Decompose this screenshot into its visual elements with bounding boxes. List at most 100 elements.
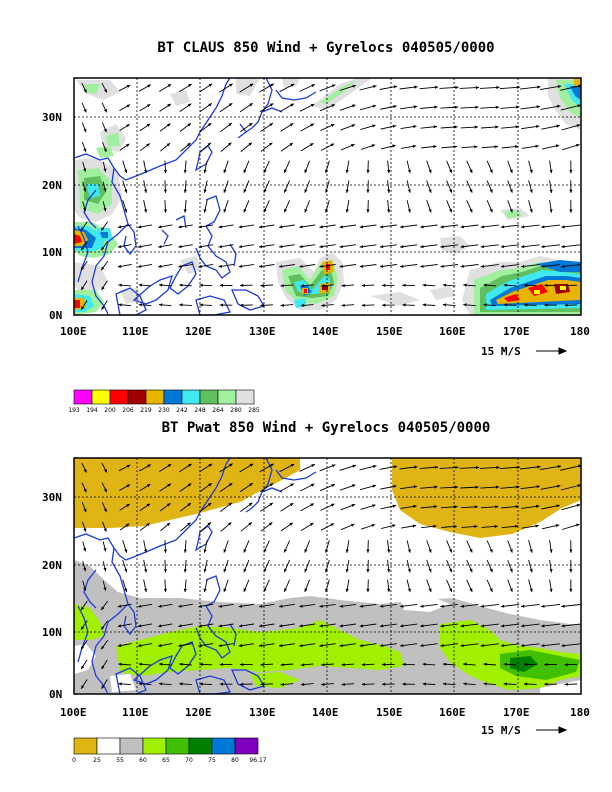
- wind-vector-head: [321, 663, 325, 667]
- wind-vector-head: [81, 246, 85, 251]
- wind-vector-head: [535, 144, 539, 148]
- wind-vector-head: [516, 465, 521, 469]
- wind-vector-head: [279, 643, 283, 648]
- wind-vector-head: [524, 662, 528, 666]
- wind-vector-head: [103, 548, 107, 552]
- wind-vector-head: [434, 85, 439, 89]
- wind-vector-head: [284, 189, 287, 193]
- wind-vector-head: [463, 682, 467, 686]
- wind-vector-head: [304, 189, 308, 193]
- wind-vector-head: [529, 568, 533, 573]
- wind-vector-head: [521, 245, 525, 249]
- wind-vector-head: [103, 128, 107, 133]
- wind-vector-head: [449, 568, 452, 573]
- wind-vector-head: [351, 523, 355, 527]
- wind-vector: [479, 86, 500, 89]
- wind-vector-head: [387, 549, 391, 553]
- panel1-ylabel-10n: 10N: [42, 246, 62, 259]
- colorbar-swatch: [91, 389, 111, 405]
- panel2-ylabel-20n: 20N: [42, 559, 62, 572]
- wind-vector-head: [223, 189, 227, 193]
- wind-vector-head: [561, 225, 565, 229]
- wind-vector-head: [373, 464, 377, 468]
- wind-vector-head: [402, 303, 406, 307]
- wind-vector-head: [460, 624, 464, 628]
- panel2-xlabel-170e: 170E: [503, 706, 530, 719]
- wind-vector-head: [537, 85, 541, 89]
- wind-vector-head: [280, 663, 284, 667]
- wind-vector-head: [240, 663, 244, 667]
- colorbar-label: 96.17: [249, 757, 266, 764]
- colorbar-swatch: [73, 737, 98, 755]
- wind-vector-head: [248, 142, 252, 146]
- wind-vector-head: [393, 105, 397, 109]
- wind-vector-head: [569, 209, 573, 213]
- panel1-colorbar: 193 194 200 206 219 230 242 248 264 280 285: [68, 389, 260, 414]
- wind-vector-head: [124, 588, 128, 592]
- wind-vector-head: [330, 503, 335, 507]
- wind-vector-head: [495, 505, 499, 509]
- colorbar-label: 65: [162, 757, 170, 764]
- wind-vector-head: [248, 502, 253, 506]
- wind-vector-head: [178, 245, 182, 249]
- wind-vector-head: [561, 604, 565, 608]
- wind-vector-head: [500, 643, 505, 648]
- wind-vector-head: [263, 588, 267, 592]
- panel1-ref-vector-arrow: [536, 347, 568, 355]
- wind-vector-head: [199, 283, 203, 287]
- wind-vector-head: [179, 682, 183, 686]
- wind-vector-head: [529, 169, 533, 174]
- colorbar-swatch: [109, 389, 129, 405]
- wind-vector-head: [428, 169, 432, 173]
- wind-vector-head: [243, 588, 247, 592]
- wind-vector-head: [442, 283, 447, 287]
- wind-vector-head: [469, 169, 473, 173]
- wind-vector-head: [238, 264, 243, 268]
- wind-vector-head: [238, 245, 243, 249]
- colorbar-label: 55: [116, 757, 124, 764]
- wind-vector-head: [529, 549, 533, 553]
- wind-vector-head: [455, 85, 459, 90]
- wind-vector-head: [101, 266, 105, 271]
- wind-vector-head: [379, 264, 384, 268]
- wind-vector-head: [319, 604, 323, 608]
- wind-vector-head: [422, 303, 426, 307]
- panel1-coastline: [73, 77, 317, 316]
- wind-vector-head: [469, 208, 473, 213]
- wind-vector-head: [138, 643, 142, 648]
- wind-vector-head: [440, 225, 444, 229]
- wind-vector-head: [260, 663, 264, 667]
- colorbar-label: 25: [93, 757, 101, 764]
- wind-vector-head: [489, 189, 493, 193]
- wind-vector-head: [536, 485, 540, 489]
- wind-vector-head: [509, 568, 513, 573]
- wind-vector-head: [198, 245, 202, 249]
- wind-vector-head: [442, 662, 447, 666]
- wind-vector-head: [290, 483, 294, 487]
- wind-vector-head: [366, 209, 370, 213]
- wind-vector-head: [549, 189, 553, 193]
- wind-vector-head: [387, 169, 391, 174]
- colorbar-swatch: [235, 389, 255, 405]
- wind-vector-head: [319, 264, 323, 268]
- wind-vector-head: [325, 169, 329, 174]
- wind-vector-head: [495, 125, 499, 129]
- wind-vector-head: [290, 464, 295, 467]
- wind-vector-head: [248, 522, 252, 526]
- wind-vector-head: [304, 549, 308, 553]
- wind-vector-head: [516, 85, 521, 89]
- wind-vector-head: [359, 225, 364, 229]
- wind-vector-head: [299, 264, 303, 268]
- colorbar-swatch: [145, 389, 165, 405]
- wind-vector-head: [564, 682, 568, 686]
- wind-vector-head: [331, 484, 335, 488]
- wind-vector-head: [124, 568, 128, 573]
- wind-vector-head: [330, 523, 334, 527]
- wind-vector-head: [167, 464, 172, 468]
- colorbar-label: 242: [176, 407, 188, 414]
- wind-vector-head: [500, 624, 505, 628]
- wind-vector-head: [453, 524, 457, 529]
- wind-vector-head: [260, 682, 264, 686]
- wind-vector-head: [352, 84, 356, 88]
- colorbar-label: 0: [72, 757, 76, 764]
